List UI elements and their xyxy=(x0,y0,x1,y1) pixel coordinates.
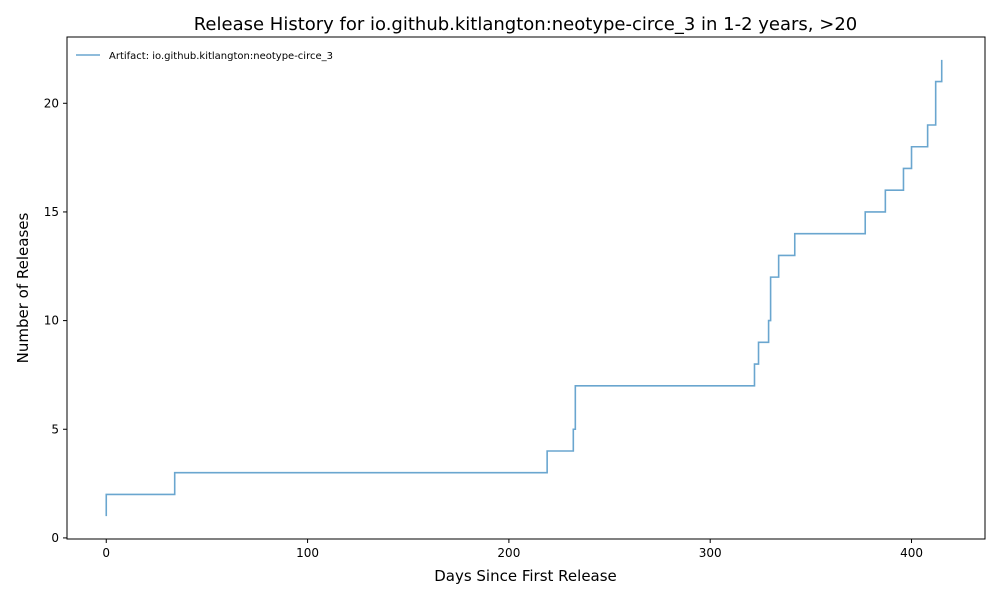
y-axis-label: Number of Releases xyxy=(14,212,32,363)
series-line-0 xyxy=(105,59,943,517)
y-tick-label: 10 xyxy=(44,314,59,328)
x-tick-label: 400 xyxy=(900,546,923,560)
y-tick-label: 15 xyxy=(44,205,59,219)
x-axis-label: Days Since First Release xyxy=(434,567,617,585)
legend: Artifact: io.github.kitlangton:neotype-c… xyxy=(76,51,333,62)
plot-frame xyxy=(66,36,986,540)
y-tick-label: 0 xyxy=(51,531,59,545)
x-tick-label: 300 xyxy=(699,546,722,560)
x-tick-label: 0 xyxy=(102,546,110,560)
plot-area xyxy=(105,59,943,517)
x-tick-label: 100 xyxy=(296,546,319,560)
legend-label: Artifact: io.github.kitlangton:neotype-c… xyxy=(109,51,333,62)
y-tick-label: 5 xyxy=(51,422,59,436)
x-tick-label: 200 xyxy=(497,546,520,560)
y-tick-label: 20 xyxy=(44,96,59,110)
chart-title: Release History for io.github.kitlangton… xyxy=(194,14,858,35)
axis-ticks: 0 100 200 300 400 0 5 10 15 20 xyxy=(44,96,923,560)
